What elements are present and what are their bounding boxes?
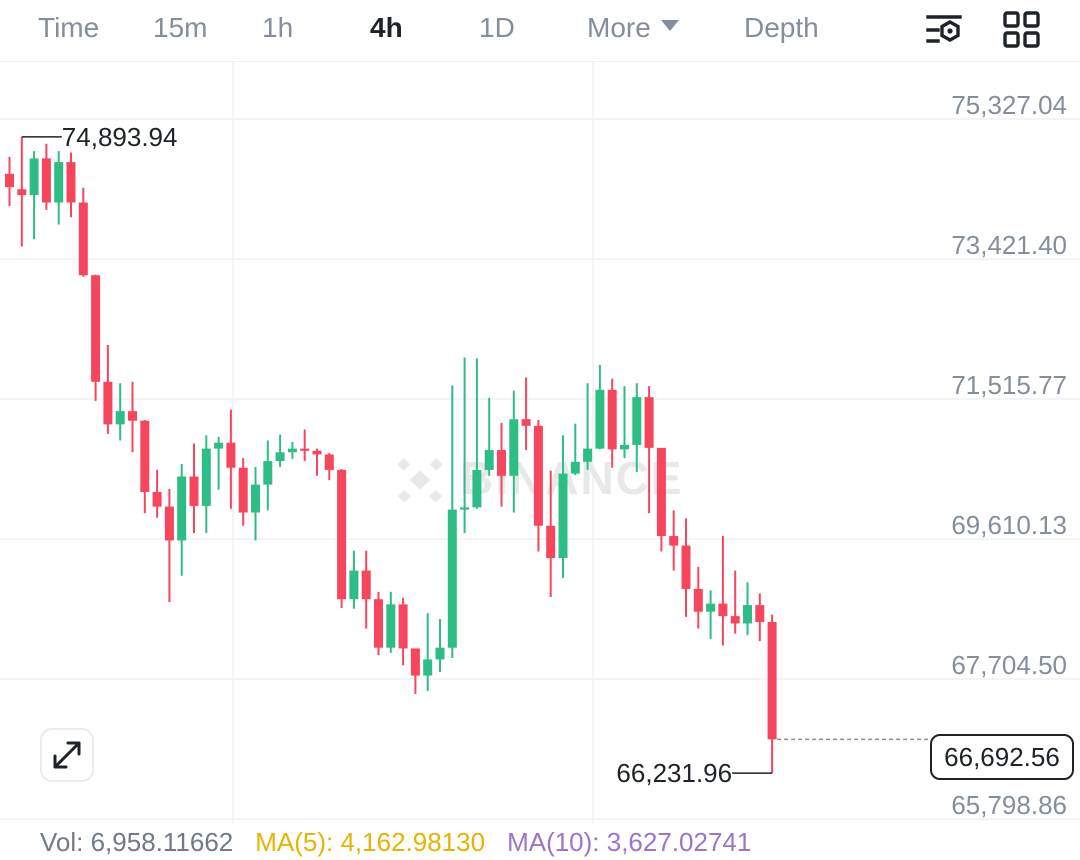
candle-body [66, 162, 76, 203]
candle-body [17, 189, 27, 196]
candle-body [177, 476, 187, 541]
candle-body [337, 469, 347, 600]
candle-body [103, 381, 113, 425]
last-price-label: 66,692.56 [930, 734, 1074, 780]
candles [5, 136, 777, 774]
candle-body [755, 605, 765, 622]
binance-logo-icon [397, 458, 443, 503]
candle-body [29, 158, 39, 196]
caret-down-icon [660, 20, 679, 31]
candle-body [595, 389, 605, 449]
candle-body [484, 450, 494, 470]
candle-body [275, 452, 285, 462]
candle-body [410, 648, 420, 676]
candle-body [300, 448, 310, 451]
timeframe-toolbar: Time 15m 1h 4h 1D More Depth [0, 0, 1080, 62]
tab-15m[interactable]: 15m [153, 12, 208, 43]
candlestick-chart[interactable]: BINANCE 74,893.94 66,231.96 75,327.04 73,4… [0, 62, 1080, 824]
candle-body [669, 536, 679, 546]
tab-4h[interactable]: 4h [370, 12, 403, 43]
candle-body [189, 476, 199, 506]
candle-body [361, 570, 371, 600]
candle-body [472, 469, 482, 508]
price-tick-label: 73,421.40 [951, 230, 1067, 260]
candle-body [570, 461, 580, 474]
tab-depth[interactable]: Depth [744, 12, 819, 43]
candle-body [447, 509, 457, 648]
candle-body [423, 659, 433, 676]
price-tick-label: 71,515.77 [951, 370, 1067, 400]
candle-body [656, 447, 666, 537]
candle-body [583, 448, 593, 462]
tab-1h[interactable]: 1h [262, 12, 294, 43]
candle-body [460, 507, 470, 510]
tab-more-label: More [587, 12, 651, 43]
candle-body [349, 570, 359, 600]
candle-body [718, 603, 728, 617]
watermark-text: BINANCE [460, 452, 684, 504]
candle-body [287, 448, 297, 453]
ma5-readout: MA(5): 4,162.98130 [255, 827, 486, 857]
candle-body [140, 420, 150, 492]
candle-body [681, 545, 691, 589]
expand-arrows-icon [53, 741, 81, 769]
candle-body [91, 275, 101, 382]
candle-body [644, 397, 654, 448]
volume-readout: Vol: 6,958.11662 [40, 827, 234, 857]
watermark: BINANCE [397, 452, 684, 504]
tab-1d[interactable]: 1D [479, 12, 515, 43]
price-tick-label: 69,610.13 [951, 510, 1067, 540]
candle-body [78, 202, 88, 276]
candle-body [152, 491, 162, 507]
candle-body [115, 411, 125, 425]
candle-body [5, 173, 14, 188]
price-axis: 75,327.04 73,421.40 71,515.77 69,610.13 67,7… [951, 90, 1067, 820]
indicator-settings-icon[interactable] [924, 10, 964, 50]
candle-body [201, 448, 211, 506]
candle-body [546, 525, 556, 559]
low-price-label: 66,231.96 [616, 758, 732, 788]
candle-body [497, 450, 506, 476]
price-tick-label: 67,704.50 [951, 650, 1067, 680]
candle-body [509, 419, 519, 476]
candle-body [706, 603, 716, 612]
candle-body [54, 162, 64, 203]
candle-body [533, 425, 543, 526]
candle-body [693, 588, 703, 612]
candle-body [767, 621, 777, 740]
candle-body [521, 419, 531, 426]
candle-body [620, 444, 629, 450]
candle-body [263, 461, 273, 485]
candle-body [730, 616, 740, 624]
candle-body [164, 506, 174, 541]
candle-body [374, 599, 383, 648]
candle-body [251, 484, 260, 513]
candle-body [743, 605, 752, 624]
fullscreen-expand-button[interactable] [40, 728, 94, 782]
candle-body [558, 473, 568, 559]
annotations: 74,893.94 66,231.96 [21, 122, 928, 788]
candle-body [312, 450, 322, 455]
candle-body [238, 467, 248, 513]
candle-body [386, 604, 396, 648]
candle-body [41, 158, 51, 203]
candle-body [214, 442, 224, 449]
candle-body [607, 389, 617, 450]
tab-time[interactable]: Time [38, 12, 100, 43]
tab-more[interactable]: More [587, 8, 679, 48]
indicator-readout: Vol: 6,958.11662 MA(5): 4,162.98130 MA(10)… [40, 824, 773, 860]
candle-body [398, 604, 408, 649]
candle-body [226, 442, 236, 468]
price-tick-label: 65,798.86 [951, 790, 1067, 820]
high-price-label: 74,893.94 [62, 122, 178, 152]
layout-grid-icon[interactable] [1002, 10, 1042, 50]
candle-body [632, 397, 642, 445]
candle-body [128, 411, 137, 421]
price-tick-label: 75,327.04 [951, 90, 1067, 120]
candle-body [435, 647, 445, 660]
ma10-readout: MA(10): 3,627.02741 [507, 827, 752, 857]
candle-body [324, 454, 334, 470]
